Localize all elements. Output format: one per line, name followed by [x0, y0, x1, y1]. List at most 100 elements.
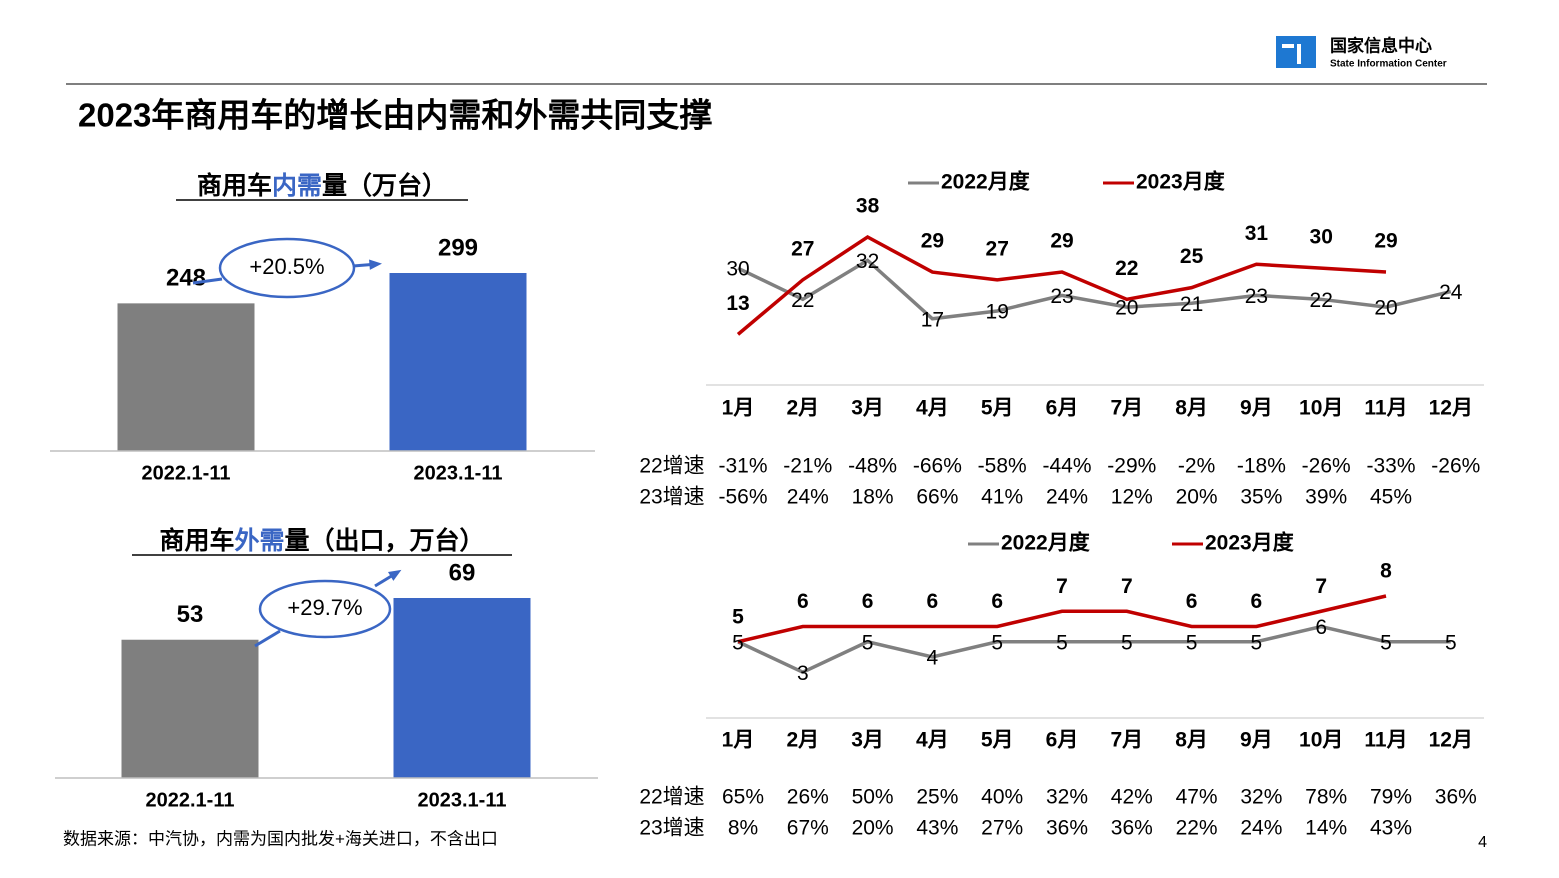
data-label: 4 [927, 647, 939, 670]
data-label: 6 [862, 590, 874, 613]
data-label: 27 [986, 237, 1009, 260]
growth-rate: 26% [787, 786, 829, 809]
data-label: 5 [1186, 631, 1198, 654]
growth-rate: 27% [981, 817, 1023, 840]
growth-rate: 79% [1370, 786, 1412, 809]
legend-label: 2022月度 [1001, 531, 1090, 555]
data-label: 29 [1050, 230, 1073, 253]
growth-rate: -56% [718, 486, 767, 509]
x-tick-label: 10月 [1299, 397, 1343, 420]
growth-rate: 12% [1111, 486, 1153, 509]
data-label: 3 [797, 662, 809, 685]
x-tick-label: 9月 [1240, 397, 1273, 420]
growth-rate: -58% [978, 455, 1027, 478]
x-tick-label: 8月 [1175, 729, 1208, 752]
x-tick-label: 7月 [1110, 397, 1143, 420]
growth-row-label: 22增速 [639, 455, 704, 478]
growth-rate: 22% [1176, 817, 1218, 840]
annotation-ellipse [218, 237, 356, 299]
growth-rate: 36% [1435, 786, 1477, 809]
x-tick-label: 9月 [1240, 729, 1273, 752]
x-tick-label: 10月 [1299, 729, 1343, 752]
x-tick-label: 5月 [981, 729, 1014, 752]
growth-rate: -66% [913, 455, 962, 478]
growth-rate: -26% [1431, 455, 1480, 478]
bar [121, 639, 259, 778]
growth-rate: 66% [916, 486, 958, 509]
growth-rate: 32% [1046, 786, 1088, 809]
x-tick-label: 6月 [1046, 397, 1079, 420]
data-label: 5 [991, 631, 1003, 654]
page-number: 4 [1478, 834, 1487, 851]
growth-row-label: 23增速 [639, 486, 704, 509]
x-tick-label: 1月 [722, 397, 755, 420]
logo-cn: 国家信息中心 [1330, 35, 1432, 55]
value-label: 53 [177, 601, 204, 628]
data-label: 5 [732, 631, 744, 654]
data-label: 38 [856, 195, 880, 218]
series-line [737, 594, 1387, 644]
data-label: 22 [1310, 289, 1333, 312]
x-tick-label: 4月 [916, 397, 949, 420]
data-label: 5 [732, 605, 744, 628]
growth-rate: -44% [1042, 455, 1091, 478]
x-tick-label: 12月 [1429, 729, 1473, 752]
bar [117, 303, 255, 451]
growth-rate: -26% [1302, 455, 1351, 478]
data-label: 32 [856, 250, 879, 273]
value-label: 69 [449, 559, 476, 586]
growth-row-label: 23增速 [639, 817, 704, 840]
growth-rate: 47% [1176, 786, 1218, 809]
growth-rate: 36% [1046, 817, 1088, 840]
chart-title-part: 内需 [272, 172, 322, 200]
arrow-head [388, 569, 402, 581]
logo-icon-detail [1297, 44, 1301, 64]
x-tick-label: 2月 [786, 729, 819, 752]
growth-rate: 35% [1240, 486, 1282, 509]
growth-rate: -18% [1237, 455, 1286, 478]
growth-rate: -31% [718, 455, 767, 478]
data-label: 6 [991, 590, 1003, 613]
growth-row-label: 22增速 [639, 786, 704, 809]
data-label: 31 [1245, 222, 1269, 245]
data-label: 6 [797, 590, 809, 613]
annotation-line [254, 629, 281, 648]
growth-rate: 40% [981, 786, 1023, 809]
data-label: 6 [1186, 590, 1198, 613]
growth-rate: -33% [1366, 455, 1415, 478]
logo-icon-detail [1282, 44, 1294, 48]
category-label: 2022.1-11 [146, 789, 235, 811]
data-label: 25 [1180, 245, 1204, 268]
data-label: 30 [726, 258, 749, 281]
data-label: 29 [921, 230, 944, 253]
legend-label: 2023月度 [1136, 170, 1225, 194]
data-label: 17 [921, 308, 944, 331]
growth-rate: 32% [1240, 786, 1282, 809]
data-label: 27 [791, 237, 814, 260]
growth-rate: 36% [1111, 817, 1153, 840]
annotation: +20.5% [249, 254, 324, 279]
growth-rate: 14% [1305, 817, 1347, 840]
data-label: 6 [1315, 616, 1327, 639]
growth-rate: 50% [852, 786, 894, 809]
data-label: 22 [791, 289, 814, 312]
growth-rate: -21% [783, 455, 832, 478]
data-label: 29 [1374, 230, 1397, 253]
growth-rate: 43% [1370, 817, 1412, 840]
growth-rate: 43% [916, 817, 958, 840]
chart-title-part: 商用车 [197, 171, 272, 200]
chart-title-part: 外需 [234, 526, 284, 555]
logo-icon [1276, 36, 1316, 68]
chart-title-part: 商用车 [159, 526, 234, 555]
growth-rate: -48% [848, 455, 897, 478]
chart-title-part: 量（万台） [322, 171, 447, 200]
growth-rate: 24% [1240, 817, 1282, 840]
data-label: 23 [1050, 285, 1073, 308]
data-label: 5 [862, 631, 874, 654]
value-label: 248 [166, 265, 206, 292]
data-label: 24 [1439, 281, 1463, 304]
category-label: 2023.1-11 [418, 789, 507, 811]
data-label: 6 [927, 590, 939, 613]
x-tick-label: 11月 [1364, 729, 1407, 752]
